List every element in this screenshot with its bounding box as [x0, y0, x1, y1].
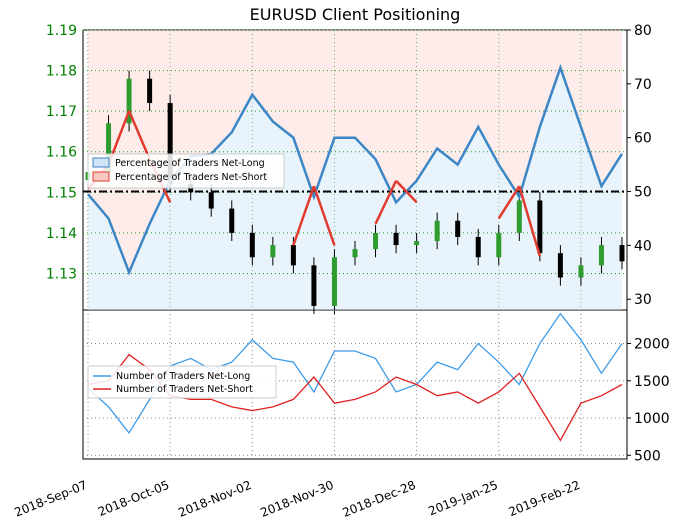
net-short-pct-segment — [127, 110, 151, 160]
price-tick-label: 1.18 — [46, 64, 77, 80]
net-short-area — [88, 30, 622, 273]
candle-body — [352, 249, 358, 258]
candle-body — [455, 220, 461, 237]
count-tick-label: 1500 — [634, 374, 670, 390]
bottom-panel: 2018-Sep-07 2018-Oct-05 2018-Nov-02 2018-No… — [12, 310, 670, 520]
price-tick-label: 1.16 — [46, 145, 77, 161]
top-panel: 1.13 1.14 1.15 1.16 1.17 1.18 1.19 30 40 50 60 70 80… — [46, 23, 652, 315]
count-tick-label: 1000 — [634, 411, 670, 427]
x-tick-label: 2018-Nov-30 — [258, 478, 335, 518]
net-short-pct-segment — [374, 180, 398, 225]
candle-body — [393, 232, 399, 246]
candle-body — [557, 253, 563, 278]
candle-body — [598, 245, 604, 266]
candle-body — [290, 245, 296, 266]
legend-box — [87, 365, 277, 399]
candle-body — [147, 78, 153, 104]
count-tick-label: 2000 — [634, 337, 670, 353]
x-tick-label: 2018-Oct-05 — [96, 478, 171, 518]
price-tick-label: 1.17 — [46, 104, 77, 120]
candle-body — [229, 208, 235, 233]
candle-body — [475, 236, 481, 258]
chart-title: EURUSD Client Positioning — [250, 5, 461, 24]
net-short-pct-segment — [518, 185, 542, 257]
candle-body — [126, 78, 132, 124]
legend-label-long: Percentage of Traders Net-Long — [115, 158, 265, 169]
legend-swatch-short — [92, 171, 110, 182]
x-tick-label: 2018-Dec-28 — [340, 478, 417, 518]
percent-tick-label: 50 — [634, 185, 652, 201]
percent-tick-label: 30 — [634, 292, 652, 308]
bottom-legend: Number of Traders Net-Long Number of Trad… — [87, 365, 277, 399]
legend-swatch-long — [92, 157, 110, 168]
price-tick-label: 1.19 — [46, 23, 77, 39]
candle-body — [270, 245, 276, 258]
price-tick-label: 1.13 — [46, 266, 77, 282]
candle-body — [496, 232, 502, 258]
x-tick-label: 2019-Feb-22 — [507, 478, 582, 518]
net-short-pct-segment — [292, 185, 316, 246]
top-legend: Percentage of Traders Net-Long Percentage… — [87, 153, 285, 189]
net-short-pct-segment — [395, 179, 418, 204]
legend-box — [87, 153, 285, 189]
candle-body — [311, 265, 317, 306]
net-short-pct-segment — [312, 185, 336, 246]
candle-body — [537, 200, 543, 254]
candle-body — [516, 200, 522, 233]
candle-body — [106, 123, 112, 173]
candle-body — [373, 232, 379, 250]
candle-body — [619, 245, 625, 262]
percent-tick-label: 60 — [634, 131, 652, 147]
candle-body — [331, 257, 337, 306]
percent-tick-label: 80 — [634, 23, 652, 39]
x-tick-label: 2018-Nov-02 — [176, 478, 253, 518]
net-long-count-line — [87, 312, 623, 435]
price-tick-label: 1.14 — [46, 226, 77, 242]
percent-tick-label: 70 — [634, 77, 652, 93]
candle-body — [414, 241, 420, 246]
x-tick-label: 2018-Sep-07 — [12, 478, 89, 518]
candle-body — [434, 220, 440, 242]
legend-label-short: Percentage of Traders Net-Short — [115, 172, 267, 183]
net-short-pct-segment — [497, 185, 521, 220]
x-tick-label: 2019-Jan-25 — [426, 478, 500, 518]
legend-label-long-count: Number of Traders Net-Long — [116, 371, 250, 382]
candle-body — [578, 265, 584, 278]
net-long-area — [88, 67, 622, 310]
bottom-panel-frame — [82, 309, 628, 460]
legend-label-short-count: Number of Traders Net-Short — [116, 384, 253, 395]
count-tick-label: 500 — [634, 448, 661, 464]
candle-body — [249, 232, 255, 258]
candle-body — [167, 103, 173, 185]
price-tick-label: 1.15 — [46, 185, 77, 201]
percent-tick-label: 40 — [634, 238, 652, 254]
candle-body — [208, 192, 214, 209]
